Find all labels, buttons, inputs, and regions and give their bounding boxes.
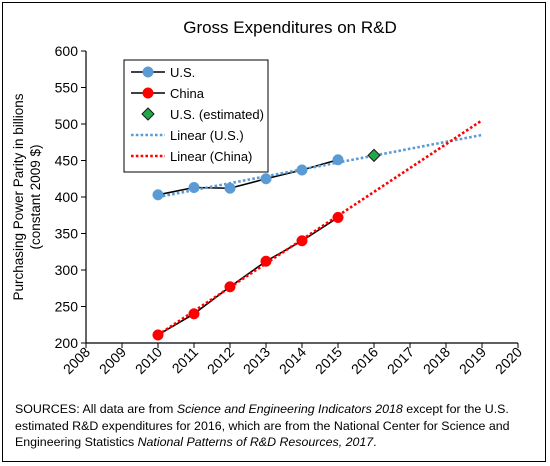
chart-frame	[2, 2, 546, 462]
x-tick-label: 2009	[96, 344, 129, 377]
x-tick-label: 2020	[492, 344, 525, 377]
sources-note: SOURCES: All data are from Science and E…	[15, 401, 535, 451]
series-line-u-s	[157, 159, 339, 196]
y-tick-label: 600	[55, 43, 79, 59]
legend-entry-label: Linear (China)	[170, 149, 252, 164]
data-point-china	[332, 211, 344, 223]
x-tick-label: 2010	[132, 344, 165, 377]
data-point-u-s	[332, 154, 344, 166]
y-tick-label: 350	[55, 226, 79, 242]
x-tick-label: 2018	[420, 344, 453, 377]
y-tick-label: 200	[55, 335, 79, 351]
x-tick-label: 2011	[169, 344, 202, 377]
trendline-linear-china	[157, 119, 483, 337]
x-tick-label: 2014	[276, 344, 309, 377]
y-tick-label: 550	[55, 80, 79, 96]
y-tick-label: 500	[55, 116, 79, 132]
sources-suffix: .	[373, 435, 377, 449]
data-point-china	[188, 308, 200, 320]
data-point-china	[296, 235, 308, 247]
y-tick-label: 300	[55, 262, 79, 278]
y-tick-label: 400	[55, 189, 79, 205]
x-tick-label: 2016	[348, 344, 381, 377]
y-tick-label: 450	[55, 153, 79, 169]
y-axis-label-line-1: Purchasing Power Parity in billions	[11, 93, 26, 300]
sources-report-1: Science and Engineering Indicators 2018	[176, 402, 403, 416]
legend-entry-label: Linear (U.S.)	[170, 128, 244, 143]
x-tick-label: 2013	[240, 344, 273, 377]
legend-entry-label: U.S. (estimated)	[170, 107, 264, 122]
sources-prefix: SOURCES: All data are from	[15, 402, 177, 416]
y-axis-label-line-2: (constant 2009 $)	[28, 144, 43, 249]
data-point-u-s	[260, 173, 272, 185]
trendline-linear-u-s	[157, 133, 483, 199]
x-tick-label: 2012	[204, 344, 237, 377]
sources-middle: except for the U.S. estimated R&D expend…	[15, 402, 510, 449]
data-point-us-estimated	[367, 148, 381, 163]
legend-marker	[142, 87, 154, 99]
chart-title: Gross Expenditures on R&D	[183, 18, 397, 37]
data-point-u-s	[152, 189, 164, 201]
legend-marker	[142, 66, 154, 78]
sources-report-2: National Patterns of R&D Resources, 2017	[137, 435, 374, 449]
rd-expenditure-chart: Gross Expenditures on R&D Purchasing Pow…	[11, 18, 525, 377]
legend-entry-label: China	[170, 86, 205, 101]
legend-marker	[141, 107, 155, 121]
y-tick-label: 250	[55, 299, 79, 315]
x-tick-label: 2019	[456, 344, 489, 377]
x-tick-label: 2015	[312, 344, 345, 377]
y-axis-label: Purchasing Power Parity in billions (con…	[11, 93, 43, 300]
legend: U.S. China U.S. (estimated) Linear (U.S.) Li…	[123, 59, 269, 173]
legend-entry-label: U.S.	[170, 65, 195, 80]
x-tick-label: 2017	[384, 344, 417, 377]
data-point-u-s	[188, 181, 200, 194]
